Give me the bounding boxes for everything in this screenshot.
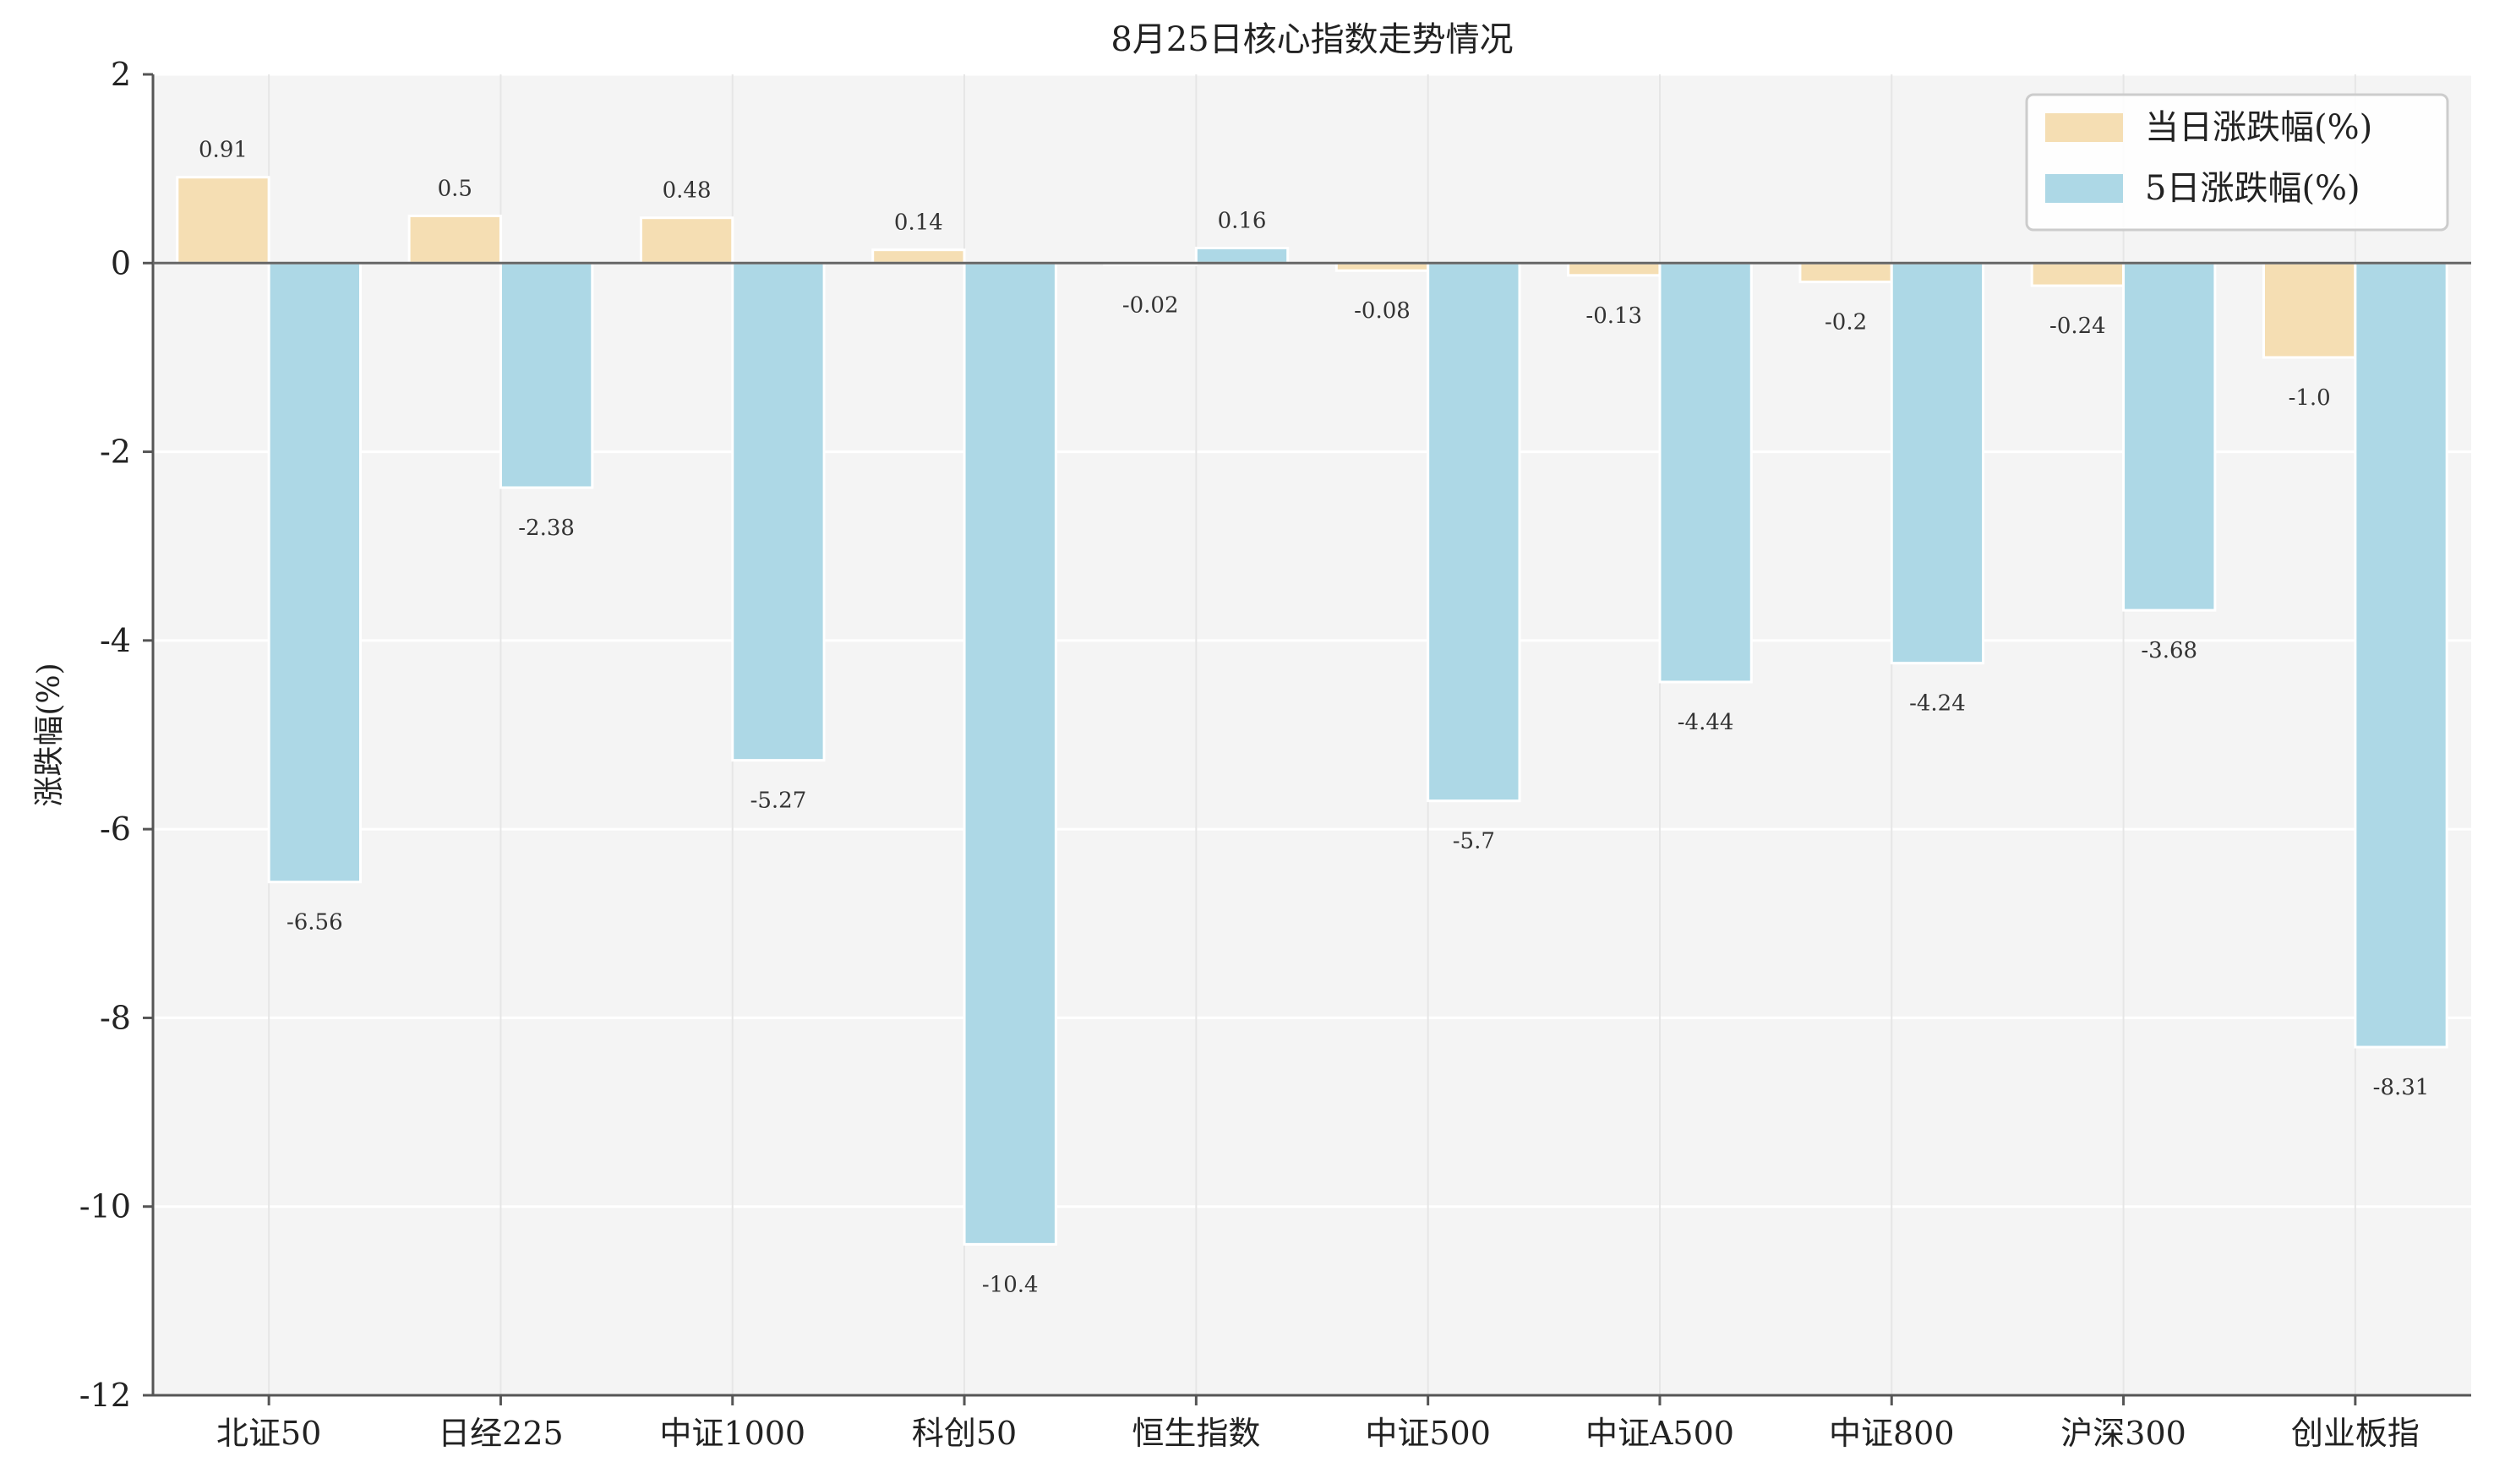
y-tick-label: -12	[79, 1377, 131, 1414]
y-tick-label: 2	[111, 56, 131, 93]
legend-box	[2025, 93, 2449, 232]
bars-layer	[176, 176, 2448, 1246]
y-tick-label: -8	[100, 999, 131, 1036]
y-axis-label: 涨跌幅(%)	[32, 663, 67, 806]
x-tick-label: 沪深300	[2060, 1415, 2186, 1452]
x-tick-label: 中证800	[1829, 1415, 1955, 1452]
x-tick-label: 创业板指	[2291, 1415, 2420, 1452]
bar-daily-0	[176, 176, 270, 265]
bar-5day-5	[1427, 261, 1521, 803]
bar-5day-7	[1890, 261, 1985, 665]
bar-5day-4	[1194, 246, 1290, 265]
bar-daily-8	[2030, 261, 2126, 287]
bar-daily-7	[1798, 261, 1893, 284]
x-tick-label: 北证50	[216, 1415, 321, 1452]
bar-5day-2	[731, 261, 826, 762]
legend-label-0: 当日涨跌幅(%)	[2145, 108, 2372, 147]
y-tick-label: 0	[111, 244, 131, 281]
legend-label-1: 5日涨跌幅(%)	[2145, 169, 2360, 208]
bar-daily-3	[871, 248, 966, 265]
bar-5day-8	[2122, 261, 2217, 612]
value-label-daily-0: 0.91	[199, 138, 248, 163]
value-label-daily-1: 0.5	[438, 176, 472, 201]
y-tick-label: -4	[100, 622, 131, 659]
bar-5day-9	[2354, 261, 2448, 1049]
x-tick-label: 恒生指数	[1132, 1415, 1260, 1452]
value-label-daily-8: -0.24	[2049, 314, 2106, 339]
chart-title: 8月25日核心指数走势情况	[1111, 20, 1513, 59]
value-label-daily-9: -1.0	[2289, 385, 2331, 411]
y-tick-label: -6	[100, 810, 131, 848]
bar-daily-1	[407, 214, 502, 265]
value-label-daily-7: -0.2	[1825, 310, 1867, 336]
y-tick-label: -2	[100, 434, 131, 471]
x-tick-label: 中证500	[1365, 1415, 1491, 1452]
legend: 当日涨跌幅(%) 5日涨跌幅(%)	[2025, 93, 2449, 232]
x-tick-label: 中证A500	[1585, 1415, 1734, 1452]
value-label-5day-5: -5.7	[1453, 829, 1495, 854]
value-label-5day-9: -8.31	[2373, 1075, 2430, 1100]
x-tick-label: 中证1000	[659, 1415, 805, 1452]
x-tick-label: 日经225	[438, 1415, 564, 1452]
bar-5day-1	[499, 261, 594, 489]
value-label-5day-3: -10.4	[982, 1272, 1039, 1297]
value-label-5day-2: -5.27	[750, 788, 807, 814]
y-tick-label: -10	[79, 1188, 131, 1225]
value-label-5day-7: -4.24	[1909, 691, 1966, 717]
value-label-5day-6: -4.44	[1678, 710, 1734, 735]
value-label-5day-4: 0.16	[1218, 208, 1267, 233]
value-label-daily-4: -0.02	[1122, 293, 1179, 319]
bar-daily-9	[2262, 261, 2357, 359]
axes-layer: 2 0 -2 -4 -6 -8 -10 -12 北证50 日经225 中证1000 科创50 恒生指数 中…	[79, 56, 2471, 1452]
value-label-daily-3: 0.14	[894, 210, 943, 236]
value-label-daily-6: -0.13	[1585, 303, 1642, 329]
value-label-5day-1: -2.38	[518, 516, 575, 541]
value-labels-layer: 0.91 0.5 0.48 0.14 -0.02 -0.08 -0.13 -0.2 -0.24 -…	[199, 138, 2429, 1298]
bar-daily-6	[1567, 261, 1662, 277]
bar-5day-6	[1658, 261, 1753, 684]
legend-swatch-1	[2045, 174, 2123, 203]
bar-daily-2	[639, 216, 734, 265]
value-label-5day-0: -6.56	[287, 910, 343, 936]
bar-5day-0	[267, 261, 362, 884]
bar-5day-3	[963, 261, 1057, 1246]
value-label-daily-5: -0.08	[1354, 298, 1411, 324]
legend-swatch-0	[2045, 113, 2123, 142]
x-tick-label: 科创50	[912, 1415, 1017, 1452]
value-label-daily-2: 0.48	[663, 178, 712, 204]
value-label-5day-8: -3.68	[2141, 638, 2197, 663]
